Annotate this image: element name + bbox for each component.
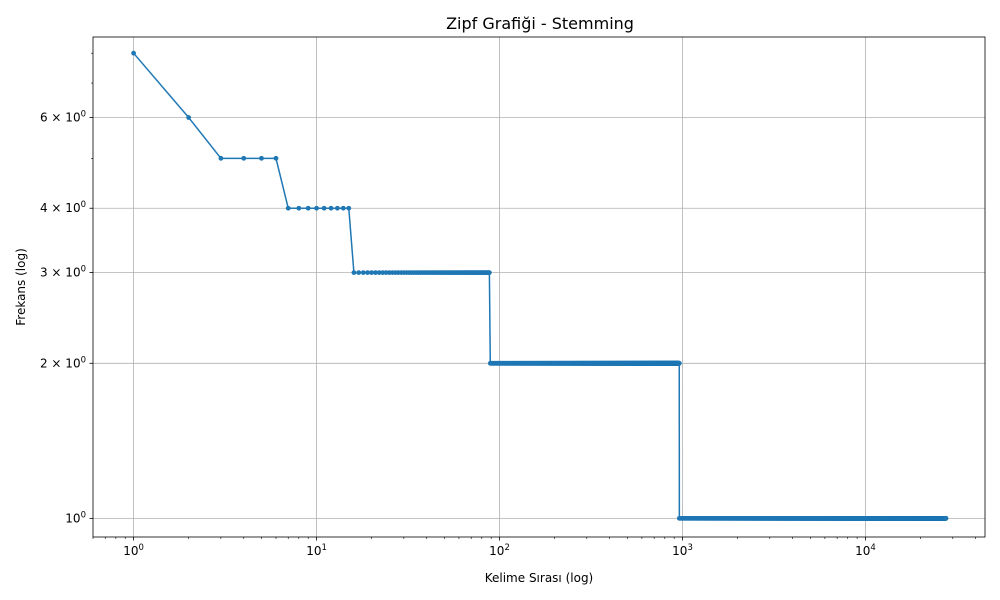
- grid-lines: [93, 37, 985, 537]
- data-point: [373, 270, 378, 275]
- data-point: [346, 205, 352, 211]
- data-series: [131, 50, 949, 521]
- chart-title: Zipf Grafiği - Stemming: [446, 14, 634, 33]
- x-tick-label: 101: [306, 543, 327, 558]
- data-point: [259, 155, 264, 161]
- plot-frame: [92, 36, 986, 538]
- data-point: [943, 515, 949, 521]
- data-point: [285, 205, 291, 211]
- data-point: [369, 270, 375, 275]
- x-tick-label: 100: [123, 543, 144, 558]
- data-point: [356, 270, 362, 275]
- x-tick-label: 104: [855, 543, 876, 558]
- data-point: [273, 155, 279, 161]
- data-point: [351, 270, 357, 275]
- x-tick-label: 103: [672, 543, 693, 558]
- y-tick-label: 6 × 100: [40, 110, 86, 125]
- data-point: [186, 115, 192, 120]
- data-point: [321, 205, 327, 211]
- data-point: [376, 270, 382, 275]
- data-point: [486, 270, 492, 275]
- y-tick-label: 3 × 100: [40, 265, 86, 280]
- x-tick-label: 102: [489, 543, 510, 558]
- y-tick-label: 100: [65, 510, 86, 525]
- data-point: [335, 205, 340, 211]
- axis-ticks: 100 101 102 103 104 100 2 × 100 3 × 100 4 × 100 6…: [40, 52, 976, 558]
- data-point: [296, 205, 302, 211]
- data-point: [340, 205, 346, 211]
- data-point: [305, 205, 311, 211]
- y-tick-label: 2 × 100: [40, 355, 86, 370]
- data-point: [131, 50, 136, 56]
- data-point: [241, 155, 247, 161]
- data-point: [365, 270, 370, 275]
- x-axis-title: Kelime Sırası (log): [485, 571, 594, 585]
- data-point: [676, 360, 682, 366]
- data-point: [360, 270, 366, 275]
- data-point: [314, 205, 319, 211]
- data-point: [380, 270, 386, 275]
- y-axis-title: Frekans (log): [14, 248, 28, 326]
- data-point: [218, 155, 224, 161]
- y-tick-label: 4 × 100: [40, 200, 86, 215]
- data-point: [328, 205, 334, 211]
